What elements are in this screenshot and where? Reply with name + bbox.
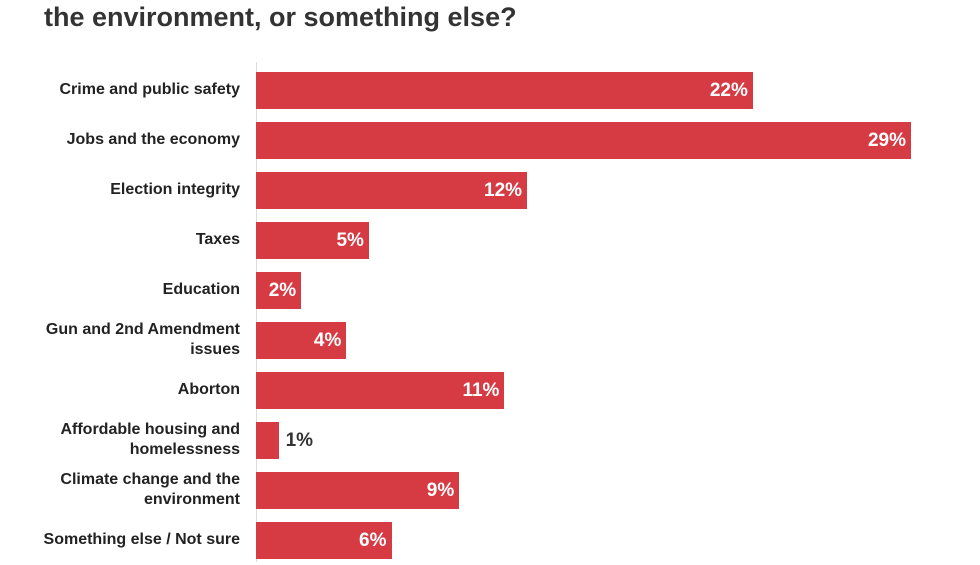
- category-label: Education: [162, 281, 240, 298]
- bar: [256, 321, 347, 359]
- category-label: Crime and public safety: [59, 81, 241, 98]
- value-label: 2%: [268, 279, 297, 301]
- bar: [256, 171, 528, 209]
- value-label: 11%: [462, 379, 500, 401]
- bar: [256, 71, 753, 109]
- category-label: Climate change and the environment: [60, 471, 240, 508]
- category-label: Aborton: [177, 381, 240, 398]
- value-label: 12%: [484, 179, 523, 201]
- page: {"chart_data": {"type": "bar", "orientat…: [43, 2, 911, 562]
- category-label: Election integrity: [110, 181, 240, 198]
- value-label: 5%: [336, 229, 364, 251]
- value-label: 6%: [359, 529, 387, 551]
- category-label: Jobs and the economy: [66, 131, 240, 148]
- category-label: Gun and 2nd Amendment issues: [45, 321, 240, 358]
- axis-line: [256, 62, 257, 562]
- bar: [256, 271, 302, 309]
- value-label: 29%: [867, 129, 906, 151]
- value-label: 4%: [313, 329, 342, 351]
- chart-title: the environment, or something else?: [44, 2, 517, 32]
- bar: [256, 221, 369, 259]
- value-label: 9%: [426, 479, 455, 501]
- category-label: Affordable housing and homelessness: [60, 421, 240, 458]
- bar: [256, 471, 460, 509]
- bar: [256, 121, 911, 159]
- value-label: 22%: [709, 79, 748, 101]
- bar: [256, 421, 279, 459]
- value-label: 1%: [285, 429, 314, 451]
- bar: [256, 371, 505, 409]
- category-label: Taxes: [195, 231, 240, 248]
- category-label: Something else / Not sure: [43, 531, 240, 548]
